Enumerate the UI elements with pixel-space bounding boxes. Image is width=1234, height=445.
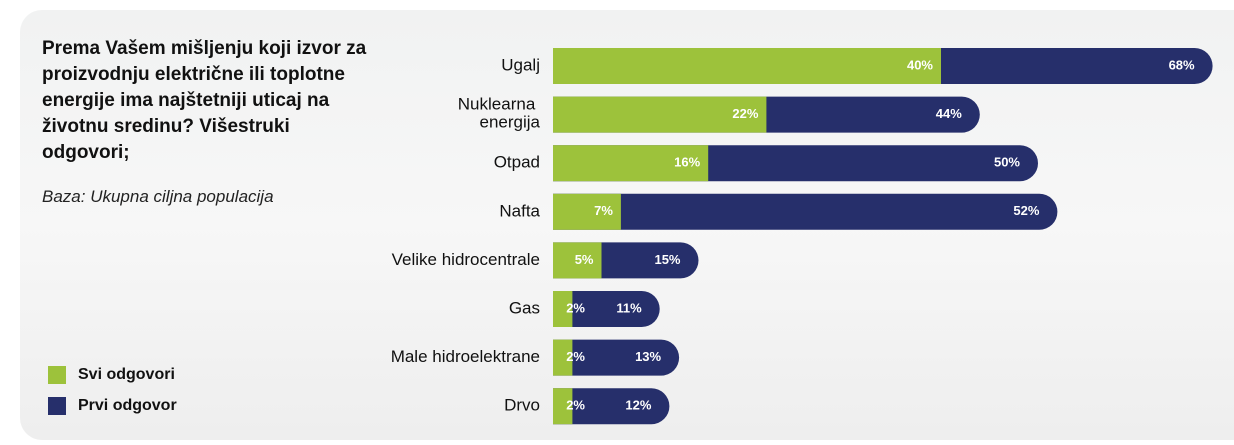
value-label: 50% xyxy=(994,155,1020,170)
category-label-line: energija xyxy=(480,113,541,132)
bar-segment xyxy=(553,96,767,133)
value-label: 7% xyxy=(594,203,613,218)
value-label: 15% xyxy=(654,252,680,267)
bar-segment xyxy=(553,145,709,182)
category-label: Velike hidrocentrale xyxy=(392,250,540,269)
value-label: 16% xyxy=(674,155,700,170)
bar-segment xyxy=(553,291,573,327)
category-label-line: Nuklearna xyxy=(458,95,540,114)
value-label: 2% xyxy=(566,300,585,315)
legend-swatch xyxy=(48,366,66,384)
value-label: 11% xyxy=(616,300,642,315)
category-label: Nafta xyxy=(499,201,540,220)
bar-segment xyxy=(553,193,621,230)
bar-segment xyxy=(553,388,670,425)
category-label: Male hidroelektrane xyxy=(391,347,540,366)
category-label: Otpad xyxy=(494,153,540,172)
value-label: 52% xyxy=(1013,203,1039,218)
legend-label: Svi odgovori xyxy=(78,366,175,383)
value-label: 12% xyxy=(625,398,651,413)
category-label: Nuklearna energija xyxy=(458,95,541,132)
category-label: Drvo xyxy=(504,396,540,415)
value-label: 2% xyxy=(566,398,585,413)
bar-segment xyxy=(553,339,680,376)
category-label: Gas xyxy=(509,298,540,317)
value-label: 5% xyxy=(575,252,594,267)
bar-segment xyxy=(553,291,660,327)
legend-swatch xyxy=(48,397,66,415)
legend-label: Prvi odgovor xyxy=(78,397,177,414)
bar-segment xyxy=(553,48,941,84)
bar-segment xyxy=(553,339,573,376)
value-label: 40% xyxy=(907,57,933,72)
chart-subtitle: Baza: Ukupna ciljna populacija xyxy=(42,187,274,206)
chart-title: Prema Vašem mišljenju koji izvor za proi… xyxy=(42,38,367,163)
bar-segment xyxy=(553,193,1058,230)
value-label: 22% xyxy=(732,106,758,121)
value-label: 2% xyxy=(566,349,585,364)
bar-segment xyxy=(553,242,602,279)
category-label: Ugalj xyxy=(501,55,540,74)
value-label: 44% xyxy=(936,106,962,121)
bar-segment xyxy=(553,388,573,425)
value-label: 13% xyxy=(635,349,661,364)
value-label: 68% xyxy=(1169,57,1195,72)
